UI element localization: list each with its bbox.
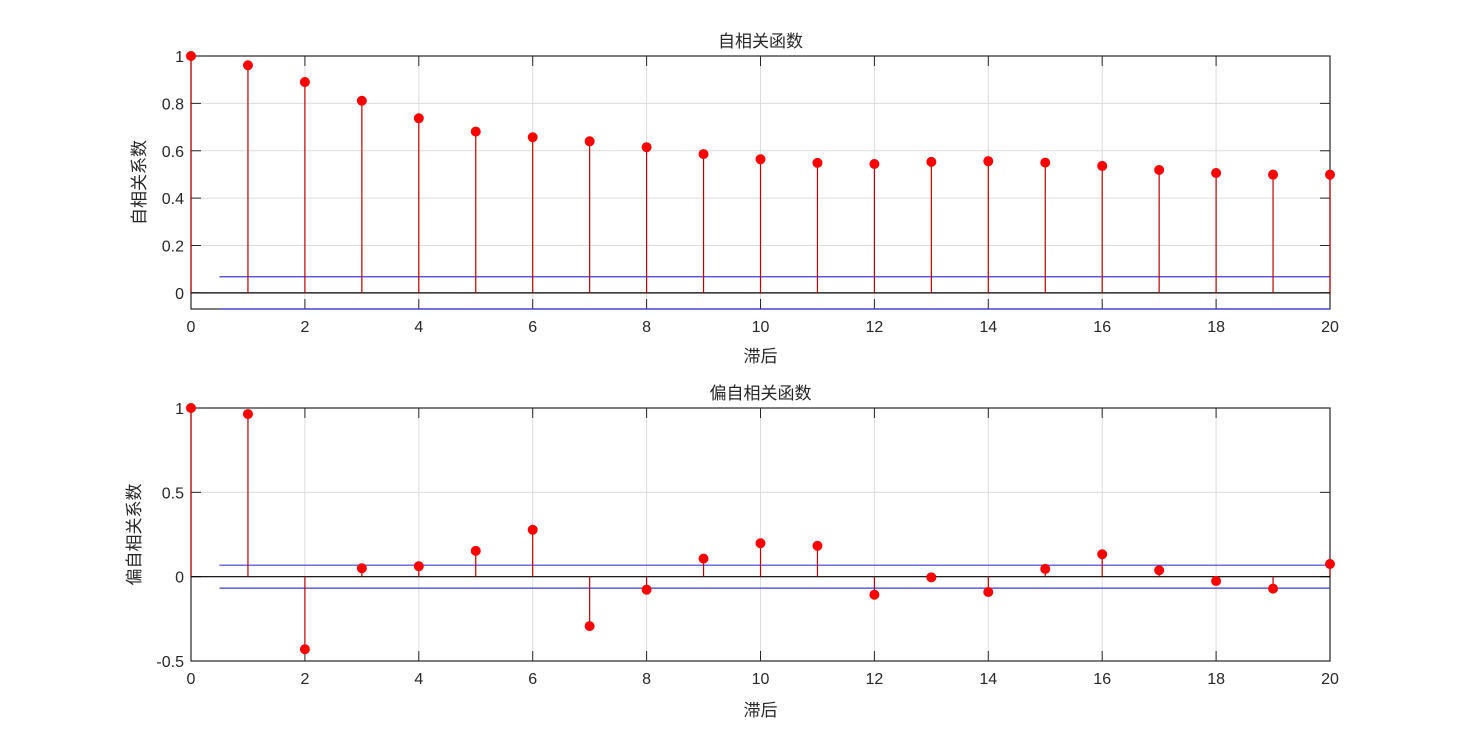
stem-marker — [356, 563, 367, 574]
stem-marker — [1040, 563, 1051, 574]
x-tick-label: 0 — [187, 319, 196, 336]
x-tick-label: 4 — [414, 671, 423, 688]
x-tick-label: 12 — [866, 319, 884, 336]
stem-marker — [869, 159, 880, 170]
stem-marker — [1325, 169, 1335, 180]
stem-marker — [470, 126, 481, 137]
x-tick-label: 4 — [414, 319, 423, 336]
x-tick-label: 10 — [752, 671, 770, 688]
y-tick-label: 0.4 — [162, 191, 184, 208]
x-tick-label: 20 — [1321, 319, 1339, 336]
stem-marker — [641, 142, 652, 153]
stem-marker — [186, 403, 196, 413]
stem-marker — [1268, 169, 1279, 180]
stem-marker — [983, 587, 994, 598]
x-tick-label: 20 — [1321, 671, 1339, 688]
stem-marker — [698, 553, 709, 564]
y-tick-label: 0.2 — [162, 239, 184, 256]
stem-marker — [413, 113, 424, 124]
x-axis-label: 滞后 — [744, 701, 778, 721]
stem-marker — [1097, 160, 1108, 171]
x-tick-label: 14 — [979, 319, 997, 336]
x-tick-label: 6 — [528, 319, 537, 336]
x-tick-label: 12 — [866, 671, 884, 688]
stem-marker — [1211, 168, 1222, 179]
x-tick-label: 2 — [300, 671, 309, 688]
y-tick-label: 0.5 — [162, 485, 184, 502]
x-tick-label: 8 — [642, 671, 651, 688]
chart-title: 偏自相关函数 — [710, 384, 812, 404]
y-tick-label: 0 — [175, 286, 184, 303]
x-tick-label: 16 — [1093, 319, 1111, 336]
stem-marker — [812, 157, 823, 168]
stem-marker — [242, 409, 253, 420]
stem-marker — [926, 156, 937, 167]
stem-marker — [1325, 559, 1335, 570]
stem-marker — [983, 156, 994, 167]
y-axis-label: 偏自相关系数 — [125, 484, 145, 586]
x-tick-label: 2 — [300, 319, 309, 336]
stem-marker — [527, 524, 538, 535]
x-tick-label: 0 — [187, 671, 196, 688]
stem-marker — [527, 132, 538, 143]
y-tick-label: -0.5 — [156, 654, 184, 671]
stem-marker — [812, 540, 823, 551]
y-tick-label: 1 — [175, 49, 184, 66]
stem-marker — [641, 584, 652, 595]
x-tick-label: 8 — [642, 319, 651, 336]
chart-title: 自相关函数 — [718, 32, 803, 52]
stem-marker — [1040, 157, 1051, 168]
stem-marker — [1154, 164, 1165, 175]
x-tick-label: 18 — [1207, 319, 1225, 336]
stem-marker — [186, 51, 196, 61]
stem-marker — [926, 572, 937, 583]
y-tick-label: 0.6 — [162, 144, 184, 161]
stem-marker — [1154, 565, 1165, 576]
y-axis-label: 自相关系数 — [130, 140, 150, 225]
stem-marker — [299, 77, 310, 88]
stem-marker — [470, 545, 481, 556]
x-tick-label: 6 — [528, 671, 537, 688]
stem-marker — [242, 60, 253, 71]
stem-marker — [698, 149, 709, 160]
stem-marker — [1097, 549, 1108, 560]
stem-marker — [584, 621, 595, 632]
y-tick-label: 0.8 — [162, 96, 184, 113]
stem-marker — [869, 589, 880, 600]
x-tick-label: 16 — [1093, 671, 1111, 688]
stem-marker — [356, 95, 367, 106]
stem-marker — [1268, 583, 1279, 594]
stem-marker — [584, 136, 595, 147]
stem-marker — [1211, 576, 1222, 587]
x-tick-label: 18 — [1207, 671, 1225, 688]
x-axis-label: 滞后 — [744, 347, 778, 367]
y-tick-label: 0 — [175, 570, 184, 587]
y-tick-label: 1 — [175, 401, 184, 418]
x-tick-label: 10 — [752, 319, 770, 336]
stem-marker — [755, 538, 766, 549]
x-tick-label: 14 — [979, 671, 997, 688]
stem-marker — [755, 154, 766, 165]
stem-marker — [299, 644, 310, 655]
stem-marker — [413, 561, 424, 572]
